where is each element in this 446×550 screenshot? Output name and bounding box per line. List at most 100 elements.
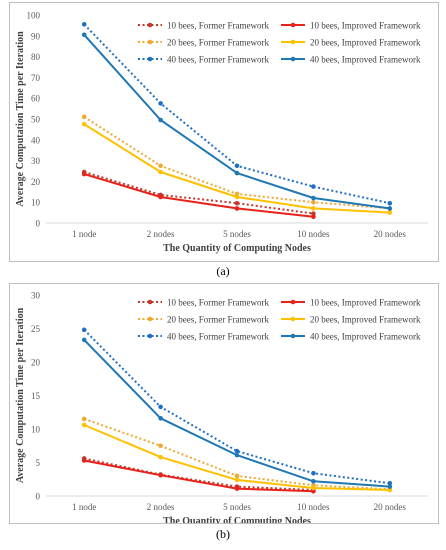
data-point-20-bees-former-framework: [158, 443, 163, 449]
data-point-10-bees-improved-framework: [311, 214, 316, 220]
legend-swatch-marker: [290, 333, 296, 339]
series-line-40-bees-improved-framework: [83, 339, 390, 488]
series-line-40-bees-former-framework: [83, 23, 391, 205]
legend-swatch-marker: [147, 333, 153, 339]
data-point-40-bees-improved-framework: [387, 484, 393, 489]
legend-label: 40 bees, Improved Framework: [310, 332, 421, 342]
x-axis-title: The Quantity of Computing Nodes: [163, 243, 311, 254]
legend-entry: 40 bees, Former Framework: [138, 332, 269, 342]
y-tick-label: 30: [31, 291, 41, 301]
chart-a: 0 10 20 30 40 50 60 70 80 90 100 1 node 2 nodes 5 nod…: [15, 11, 428, 254]
data-point-10-bees-improved-framework: [311, 489, 316, 494]
data-point-40-bees-improved-framework: [387, 206, 393, 211]
data-point-40-bees-former-framework: [311, 470, 316, 476]
y-tick-label: 50: [31, 115, 41, 125]
data-point-20-bees-improved-framework: [311, 485, 316, 491]
data-point-40-bees-improved-framework: [81, 337, 87, 343]
y-tick-label: 40: [31, 135, 41, 145]
data-point-40-bees-former-framework: [81, 327, 87, 333]
y-tick-label: 5: [36, 458, 41, 468]
data-point-20-bees-improved-framework: [234, 477, 240, 483]
x-axis-title: The Quantity of Computing Nodes: [163, 516, 311, 523]
data-point-10-bees-improved-framework: [81, 171, 87, 177]
data-point-40-bees-improved-framework: [81, 32, 87, 38]
legend-swatch-marker: [290, 299, 296, 305]
data-point-20-bees-former-framework: [81, 416, 87, 422]
data-point-20-bees-improved-framework: [387, 210, 393, 215]
x-tick-label: 20 nodes: [374, 502, 407, 512]
data-point-20-bees-former-framework: [311, 199, 316, 205]
legend-label: 10 bees, Former Framework: [167, 21, 269, 31]
data-point-10-bees-improved-framework: [234, 486, 240, 491]
data-point-20-bees-improved-framework: [81, 422, 87, 428]
y-tick-label: 60: [31, 94, 41, 104]
chart-panel-b: 0 5 10 15 20 25 30 1 node 2 nodes 5 nodes 10 nodes…: [9, 283, 439, 527]
data-point-10-bees-improved-framework: [234, 206, 240, 211]
data-point-20-bees-improved-framework: [311, 206, 316, 211]
legend-entry: 40 bees, Improved Framework: [281, 332, 421, 342]
series-line-40-bees-former-framework: [83, 329, 390, 485]
legend-entry: 10 bees, Improved Framework: [281, 21, 421, 31]
x-tick-label: 1 node: [72, 229, 96, 239]
legend-label: 20 bees, Former Framework: [167, 315, 269, 325]
legend-swatch-marker: [290, 56, 296, 62]
y-axis-title: Average Computation Time per Iteration: [15, 307, 26, 483]
y-tick-label: 20: [31, 358, 41, 368]
legend-swatch-marker: [147, 316, 153, 322]
legend-swatch-marker: [147, 56, 153, 62]
data-point-20-bees-improved-framework: [234, 194, 240, 200]
data-point-40-bees-improved-framework: [234, 452, 240, 458]
y-tick-label: 20: [31, 177, 41, 187]
legend-label: 10 bees, Improved Framework: [310, 21, 421, 31]
series-line-10-bees-former-framework: [83, 171, 314, 215]
data-point-20-bees-former-framework: [158, 163, 163, 169]
series-line-10-bees-former-framework: [83, 457, 314, 491]
legend-swatch-marker: [290, 22, 296, 28]
series-line-10-bees-improved-framework: [84, 459, 314, 493]
data-point-40-bees-former-framework: [158, 404, 163, 410]
y-tick-label: 10: [31, 425, 41, 435]
x-tick-label: 5 nodes: [223, 229, 251, 239]
legend-entry: 20 bees, Improved Framework: [281, 38, 421, 48]
y-axis-title: Average Computation Time per Iteration: [15, 31, 26, 207]
data-point-10-bees-improved-framework: [158, 194, 163, 200]
legend-entry: 10 bees, Former Framework: [138, 298, 269, 308]
legend-swatch-marker: [147, 22, 153, 28]
legend-label: 10 bees, Former Framework: [167, 298, 269, 308]
series-line-20-bees-improved-framework: [83, 123, 390, 214]
x-tick-label: 2 nodes: [147, 502, 175, 512]
data-point-10-bees-improved-framework: [158, 472, 163, 478]
legend-swatch-marker: [290, 316, 296, 322]
data-point-40-bees-former-framework: [234, 448, 240, 454]
series-line-10-bees-improved-framework: [83, 173, 314, 218]
x-tick-label: 20 nodes: [374, 229, 407, 239]
y-tick-label: 30: [31, 156, 41, 166]
legend-label: 40 bees, Improved Framework: [310, 55, 421, 65]
caption-a: (a): [216, 264, 230, 278]
caption-b: (b): [216, 527, 230, 541]
x-tick-label: 5 nodes: [223, 502, 251, 512]
data-point-20-bees-improved-framework: [81, 121, 87, 127]
data-point-40-bees-improved-framework: [158, 415, 163, 421]
data-point-10-bees-improved-framework: [81, 458, 87, 463]
data-point-40-bees-former-framework: [387, 480, 393, 486]
legend-label: 40 bees, Former Framework: [167, 55, 269, 65]
data-point-20-bees-former-framework: [81, 114, 87, 120]
legend-label: 20 bees, Former Framework: [167, 38, 269, 48]
data-point-10-bees-former-framework: [234, 200, 240, 206]
legend-swatch-marker: [147, 299, 153, 305]
data-point-20-bees-improved-framework: [158, 454, 163, 460]
legend-entry: 40 bees, Improved Framework: [281, 55, 421, 65]
data-point-20-bees-improved-framework: [387, 487, 393, 493]
y-tick-label: 100: [27, 11, 41, 21]
x-tick-label: 2 nodes: [147, 229, 175, 239]
legend-entry: 20 bees, Improved Framework: [281, 315, 421, 325]
legend-label: 10 bees, Improved Framework: [310, 298, 421, 308]
legend-entry: 20 bees, Former Framework: [138, 38, 269, 48]
data-point-40-bees-improved-framework: [158, 117, 163, 123]
x-tick-label: 1 node: [72, 502, 96, 512]
legend-entry: 20 bees, Former Framework: [138, 315, 269, 325]
legend-entry: 40 bees, Former Framework: [138, 55, 269, 65]
y-tick-label: 0: [36, 492, 41, 502]
chart-panel-a: 0 10 20 30 40 50 60 70 80 90 100 1 node 2 nodes 5 nod…: [9, 2, 439, 262]
